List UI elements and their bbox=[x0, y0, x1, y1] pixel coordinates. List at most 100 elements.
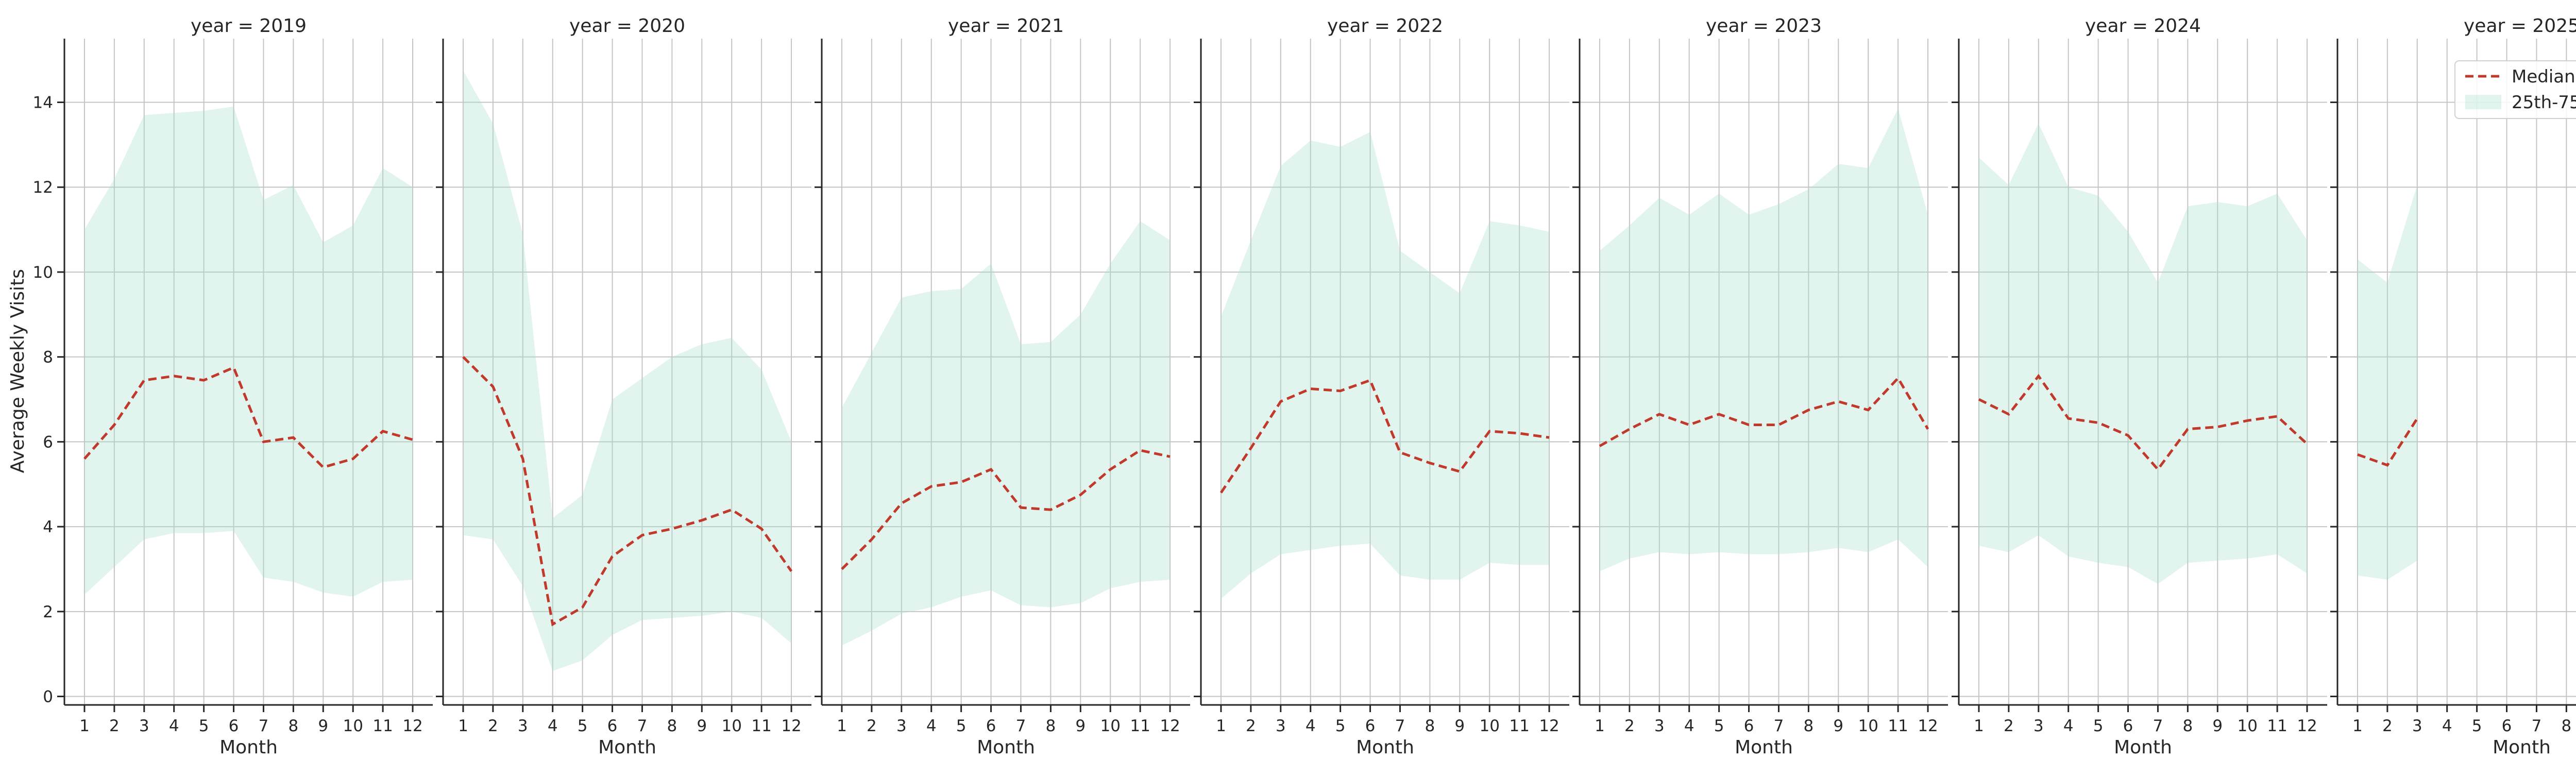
x-tick-label: 12 bbox=[2297, 717, 2317, 735]
facet-title-year: 2025 bbox=[2532, 15, 2576, 37]
x-tick-label: 4 bbox=[169, 717, 179, 735]
x-tick-label: 9 bbox=[2212, 717, 2223, 735]
x-tick-label: 2 bbox=[867, 717, 877, 735]
percentile-band bbox=[1221, 132, 1550, 599]
x-tick-label: 6 bbox=[1365, 717, 1376, 735]
facet-title-prefix: year = bbox=[2464, 15, 2532, 37]
median-line bbox=[83, 365, 413, 469]
x-tick-label: 10 bbox=[1858, 717, 1878, 735]
x-tick-label: 5 bbox=[1714, 717, 1724, 735]
x-tick-label: 6 bbox=[2123, 717, 2133, 735]
x-tick-label: 9 bbox=[697, 717, 707, 735]
x-tick-label: 3 bbox=[518, 717, 528, 735]
percentile-band bbox=[841, 221, 1171, 646]
x-tick-label: 9 bbox=[1454, 717, 1465, 735]
percentile-band bbox=[1978, 123, 2308, 584]
x-tick-label: 5 bbox=[2472, 717, 2482, 735]
facet-title-prefix: year = bbox=[2085, 15, 2154, 37]
x-tick-label: 4 bbox=[2063, 717, 2074, 735]
y-axis-label: Average Weekly Visits bbox=[7, 269, 28, 473]
x-tick-label: 4 bbox=[1306, 717, 1316, 735]
x-tick-label: 9 bbox=[1075, 717, 1086, 735]
y-tick-label: 14 bbox=[33, 94, 53, 112]
x-tick-label: 1 bbox=[1216, 717, 1226, 735]
median-line bbox=[841, 449, 1171, 570]
x-tick-label: 5 bbox=[578, 717, 588, 735]
x-tick-label: 3 bbox=[1654, 717, 1665, 735]
x-tick-label: 3 bbox=[2412, 717, 2422, 735]
x-tick-label: 8 bbox=[1046, 717, 1056, 735]
x-tick-label: 1 bbox=[458, 717, 468, 735]
x-tick-label: 4 bbox=[2442, 717, 2452, 735]
x-tick-label: 6 bbox=[229, 717, 239, 735]
x-tick-label: 4 bbox=[1684, 717, 1694, 735]
x-tick-label: 4 bbox=[548, 717, 558, 735]
facet-title: year = 2021 bbox=[948, 15, 1064, 37]
x-tick-label: 2 bbox=[1624, 717, 1635, 735]
y-tick-label: 10 bbox=[33, 263, 53, 282]
x-tick-label: 10 bbox=[343, 717, 363, 735]
x-axis-label: Month bbox=[1356, 737, 1414, 758]
x-tick-label: 12 bbox=[1539, 717, 1559, 735]
facet-title: year = 2019 bbox=[191, 15, 307, 37]
x-tick-label: 3 bbox=[896, 717, 907, 735]
facet-title-year: 2022 bbox=[1396, 15, 1443, 37]
x-tick-label: 6 bbox=[2502, 717, 2512, 735]
x-tick-label: 6 bbox=[607, 717, 618, 735]
percentile-band bbox=[463, 70, 792, 671]
median-line bbox=[462, 356, 793, 627]
x-tick-label: 5 bbox=[1335, 717, 1346, 735]
percentile-band bbox=[1599, 108, 1928, 571]
x-tick-label: 9 bbox=[1833, 717, 1843, 735]
x-tick-label: 8 bbox=[1425, 717, 1435, 735]
legend: Median 25th-75th Percentile bbox=[2454, 60, 2576, 119]
legend-band-swatch bbox=[2465, 95, 2501, 109]
x-tick-label: 4 bbox=[926, 717, 937, 735]
x-tick-label: 1 bbox=[2352, 717, 2363, 735]
x-tick-label: 10 bbox=[721, 717, 741, 735]
x-axis-label: Month bbox=[2114, 737, 2172, 758]
x-tick-label: 5 bbox=[199, 717, 209, 735]
x-tick-label: 1 bbox=[1595, 717, 1605, 735]
facet-title-prefix: year = bbox=[191, 15, 259, 37]
median-line bbox=[2357, 417, 2418, 467]
x-tick-label: 10 bbox=[1479, 717, 1499, 735]
legend-median-label: Median bbox=[2512, 66, 2575, 87]
facet-title: year = 2020 bbox=[569, 15, 685, 37]
x-tick-label: 7 bbox=[1774, 717, 1784, 735]
facet-title-year: 2023 bbox=[1774, 15, 1822, 37]
x-tick-label: 12 bbox=[402, 717, 422, 735]
facet-title-prefix: year = bbox=[948, 15, 1016, 37]
x-tick-label: 12 bbox=[1160, 717, 1180, 735]
y-tick-label: 6 bbox=[43, 433, 53, 451]
percentile-band bbox=[2357, 185, 2417, 580]
x-tick-label: 12 bbox=[1918, 717, 1938, 735]
y-tick-label: 4 bbox=[43, 518, 53, 536]
x-tick-label: 2 bbox=[2382, 717, 2393, 735]
facet-title-year: 2021 bbox=[1016, 15, 1064, 37]
facet-title: year = 2025 bbox=[2464, 15, 2576, 37]
facet-title: year = 2023 bbox=[1706, 15, 1822, 37]
legend-band-label: 25th-75th Percentile bbox=[2512, 92, 2576, 113]
y-tick-label: 12 bbox=[33, 178, 53, 197]
x-tick-label: 11 bbox=[2267, 717, 2287, 735]
x-tick-label: 9 bbox=[318, 717, 328, 735]
y-tick-label: 8 bbox=[43, 348, 53, 367]
facet-title-year: 2024 bbox=[2154, 15, 2201, 37]
x-tick-label: 8 bbox=[2183, 717, 2193, 735]
x-tick-label: 12 bbox=[781, 717, 801, 735]
x-tick-label: 2 bbox=[1246, 717, 1256, 735]
x-tick-label: 6 bbox=[1744, 717, 1754, 735]
x-tick-label: 7 bbox=[2153, 717, 2163, 735]
x-tick-label: 5 bbox=[2093, 717, 2104, 735]
x-tick-label: 11 bbox=[751, 717, 771, 735]
x-axis-label: Month bbox=[598, 737, 656, 758]
facet-title: year = 2024 bbox=[2085, 15, 2201, 37]
x-tick-label: 11 bbox=[1888, 717, 1908, 735]
